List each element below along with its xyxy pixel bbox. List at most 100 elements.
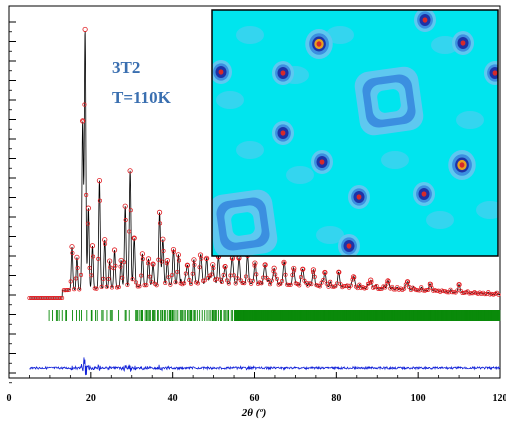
observed-point <box>348 283 353 288</box>
observed-point <box>226 281 231 286</box>
observed-point <box>300 267 305 272</box>
observed-point <box>250 278 255 283</box>
observed-point <box>145 261 151 266</box>
observed-point <box>74 254 80 260</box>
observed-point <box>118 257 124 264</box>
observed-point <box>336 269 342 275</box>
observed-point <box>133 280 139 285</box>
observed-point <box>142 283 147 288</box>
observed-point <box>385 278 391 284</box>
observed-point <box>118 264 123 269</box>
observed-point <box>85 205 91 211</box>
observed-point <box>104 284 109 289</box>
observed-point <box>85 221 90 226</box>
observed-point <box>69 244 75 250</box>
density-halo <box>431 36 459 54</box>
observed-point <box>87 265 92 270</box>
observed-point <box>312 274 317 279</box>
observed-point <box>127 229 132 234</box>
observed-point <box>427 281 434 287</box>
observed-point <box>97 198 102 203</box>
observed-point <box>135 284 140 289</box>
observed-point <box>211 265 216 271</box>
observed-point <box>159 259 164 264</box>
observed-point <box>197 265 202 270</box>
observed-point <box>357 282 362 287</box>
observed-point <box>291 265 297 272</box>
observed-point <box>160 236 166 242</box>
observed-point <box>297 283 302 288</box>
observed-point <box>128 208 133 213</box>
density-halo <box>326 26 354 44</box>
observed-point <box>310 267 317 273</box>
observed-point <box>288 282 293 287</box>
observed-point <box>192 262 197 267</box>
observed-point <box>80 118 86 124</box>
y-ticks <box>9 21 16 384</box>
observed-point <box>122 203 128 209</box>
density-halo <box>216 91 244 109</box>
observed-point <box>281 259 287 266</box>
observed-point <box>94 286 99 291</box>
observed-point <box>267 282 273 287</box>
observed-point <box>462 290 467 295</box>
x-tick-labels: 0 20 40 60 80 100 120 <box>7 393 506 404</box>
observed-point <box>130 277 135 282</box>
observed-point <box>415 288 420 293</box>
observed-point <box>190 271 195 276</box>
density-contour <box>459 162 465 168</box>
observed-point <box>176 258 182 263</box>
observed-point <box>77 287 82 292</box>
observed-point <box>377 286 383 291</box>
density-ring <box>377 89 401 113</box>
observed-point <box>456 281 462 288</box>
density-halo <box>381 151 409 169</box>
observed-point <box>182 281 187 286</box>
x-axis-title: 2θ (º) <box>241 407 267 419</box>
observed-point <box>68 279 73 284</box>
observed-point <box>202 278 207 283</box>
observed-point <box>166 275 171 280</box>
observed-point <box>197 252 204 258</box>
density-contour <box>421 191 427 197</box>
observed-point <box>75 265 80 270</box>
bragg-markers <box>48 310 501 321</box>
density-contour <box>218 69 224 75</box>
observed-point <box>368 277 374 283</box>
observed-point <box>310 270 316 275</box>
observed-point <box>362 286 367 291</box>
observed-point <box>240 280 245 286</box>
observed-point <box>72 287 77 292</box>
observed-point <box>280 279 285 284</box>
density-contour <box>356 194 362 200</box>
observed-point <box>278 281 283 286</box>
density-contour <box>319 159 325 165</box>
observed-point <box>283 272 288 277</box>
observed-point <box>271 265 277 271</box>
observed-point <box>426 287 431 292</box>
x-tick-label: 120 <box>493 393 506 404</box>
observed-point <box>195 281 200 286</box>
observed-point <box>324 281 329 286</box>
observed-point <box>123 217 128 223</box>
observed-point <box>405 279 410 284</box>
observed-point <box>89 273 94 278</box>
density-halo <box>286 166 314 184</box>
observed-point <box>107 258 113 264</box>
observed-point <box>154 283 159 288</box>
observed-point <box>66 287 72 293</box>
observed-point <box>274 276 279 281</box>
observed-point <box>170 246 177 253</box>
observed-point <box>209 272 214 277</box>
observed-point <box>147 274 152 279</box>
observed-point <box>317 284 322 289</box>
observed-point <box>156 257 161 262</box>
observed-point <box>200 278 206 283</box>
observed-point <box>184 262 190 268</box>
x-tick-label: 40 <box>168 393 178 404</box>
density-contour <box>280 70 286 76</box>
observed-point <box>84 192 89 197</box>
observed-point <box>188 281 194 286</box>
observed-point <box>269 278 274 283</box>
